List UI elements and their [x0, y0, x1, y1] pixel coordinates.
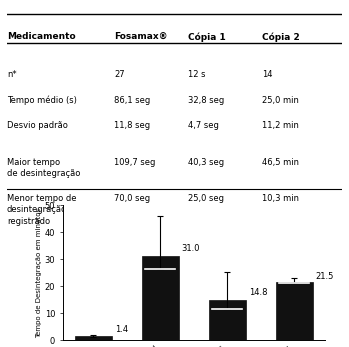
Text: 31.0: 31.0: [181, 244, 200, 253]
Text: 14: 14: [262, 70, 272, 79]
Text: 4,7 seg: 4,7 seg: [188, 121, 219, 130]
Text: 11,2 min: 11,2 min: [262, 121, 298, 130]
Text: 70,0 seg: 70,0 seg: [114, 194, 150, 203]
Bar: [209, 300, 246, 340]
Bar: [142, 256, 179, 340]
Text: 25,0 seg: 25,0 seg: [188, 194, 224, 203]
Text: 40,3 seg: 40,3 seg: [188, 158, 224, 167]
Text: 109,7 seg: 109,7 seg: [114, 158, 156, 167]
Bar: [75, 336, 112, 340]
Text: Medicamento: Medicamento: [7, 32, 76, 41]
Text: 14.8: 14.8: [248, 288, 267, 297]
Text: 86,1 seg: 86,1 seg: [114, 96, 150, 105]
Text: 46,5 min: 46,5 min: [262, 158, 299, 167]
Text: 25,0 min: 25,0 min: [262, 96, 298, 105]
Text: 32,8 seg: 32,8 seg: [188, 96, 224, 105]
Text: Desvio padrão: Desvio padrão: [7, 121, 68, 130]
Bar: [276, 282, 313, 340]
Text: Fosamax®: Fosamax®: [114, 32, 168, 41]
Text: 11,8 seg: 11,8 seg: [114, 121, 150, 130]
Text: n*: n*: [7, 70, 17, 79]
Y-axis label: Tempo de Desintegração em minutos: Tempo de Desintegração em minutos: [36, 208, 42, 338]
Text: 1.4: 1.4: [114, 325, 128, 334]
Text: Tempo médio (s): Tempo médio (s): [7, 96, 77, 105]
Text: 10,3 min: 10,3 min: [262, 194, 299, 203]
Text: Cópia 2: Cópia 2: [262, 32, 299, 42]
Text: 27: 27: [114, 70, 125, 79]
Text: Menor tempo de
desintegração
registrado: Menor tempo de desintegração registrado: [7, 194, 76, 226]
Text: Maior tempo
de desintegração: Maior tempo de desintegração: [7, 158, 80, 178]
Text: 12 s: 12 s: [188, 70, 206, 79]
Text: 21.5: 21.5: [316, 272, 334, 281]
Text: Cópia 1: Cópia 1: [188, 32, 226, 42]
